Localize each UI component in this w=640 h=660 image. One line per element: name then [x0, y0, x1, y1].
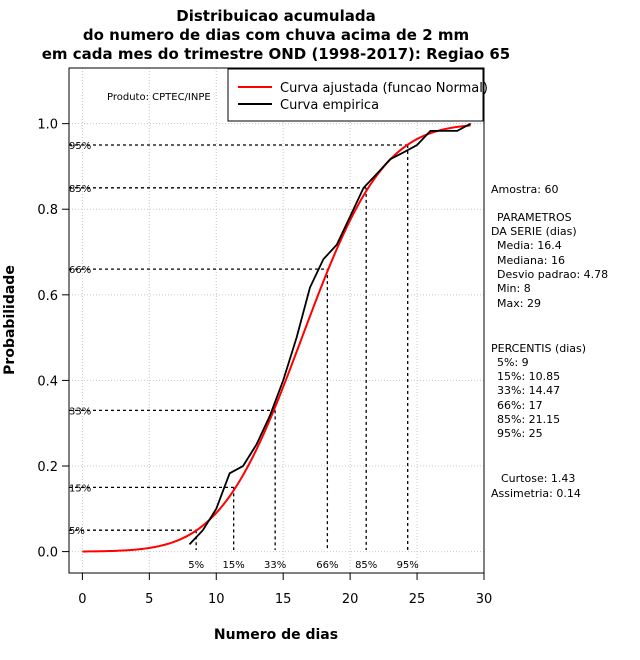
empirical-curve [188, 122, 472, 545]
x-tick-label: 0 [78, 592, 86, 607]
stat-desvio: Desvio padrao: 4.78 [497, 268, 608, 281]
stat-p66: 66%: 17 [497, 399, 543, 412]
stat-amostra: Amostra: 60 [491, 183, 558, 196]
plot-frame [68, 67, 485, 574]
curves [82, 122, 472, 553]
percentile-bottom-label: 15% [223, 560, 245, 571]
x-tick-label: 20 [342, 592, 359, 607]
grid-lines [69, 68, 485, 573]
legend-label-empirical: Curva empirica [280, 98, 379, 113]
x-tick-label: 25 [409, 592, 426, 607]
percentile-left-label: 85% [69, 184, 91, 195]
chart-title-line-3: em cada mes do trimestre OND (1998-2017)… [42, 45, 511, 63]
legend: Curva ajustada (funcao Normal) Curva emp… [227, 68, 488, 122]
percentile-left-label: 33% [69, 406, 91, 417]
x-axis-label: Numero de dias [214, 627, 338, 643]
x-tick-label: 5 [145, 592, 153, 607]
percentile-bottom-label: 85% [355, 560, 377, 571]
stat-p33: 33%: 14.47 [497, 384, 560, 397]
product-label: Produto: CPTEC/INPE [107, 92, 211, 103]
y-tick-label: 1.0 [37, 118, 58, 133]
legend-label-fitted: Curva ajustada (funcao Normal) [280, 81, 488, 96]
percentile-bottom-label: 66% [316, 560, 338, 571]
y-tick-label: 0.0 [37, 546, 58, 561]
percentile-left-label: 15% [69, 483, 91, 494]
percentile-left-label: 95% [69, 141, 91, 152]
stat-param-title-2: DA SERIE (dias) [491, 225, 577, 238]
stat-assimetria: Assimetria: 0.14 [491, 487, 581, 500]
stat-p95: 95%: 25 [497, 427, 543, 440]
chart-title-line-2: do numero de dias com chuva acima de 2 m… [83, 26, 469, 44]
x-tick-label: 15 [275, 592, 292, 607]
stat-p85: 85%: 21.15 [497, 413, 560, 426]
y-axis-label: Probabilidade [2, 265, 18, 375]
stat-param-title-1: PARAMETROS [497, 211, 572, 224]
x-tick-label: 30 [476, 592, 493, 607]
percentile-bottom-label: 33% [264, 560, 286, 571]
percentile-bottom-label: 95% [397, 560, 419, 571]
percentile-guide-lines: 5% 5% 15% 15% 33% 33% 66% 66% 85% 85% 95% 95% [69, 141, 419, 571]
fitted-normal-curve [82, 124, 471, 553]
stat-media: Media: 16.4 [497, 239, 562, 252]
x-axis: 0 5 10 15 20 25 30 [78, 573, 492, 607]
stat-p5: 5%: 9 [497, 356, 529, 369]
stat-mediana: Mediana: 16 [497, 254, 565, 267]
percentile-left-label: 66% [69, 265, 91, 276]
stats-panel: Amostra: 60 PARAMETROS DA SERIE (dias) M… [491, 183, 608, 500]
y-tick-label: 0.2 [37, 460, 58, 475]
stat-min: Min: 8 [497, 282, 531, 295]
y-axis: 0.0 0.2 0.4 0.6 0.8 1.0 [37, 118, 69, 561]
percentile-left-label: 5% [69, 526, 85, 537]
x-tick-label: 10 [208, 592, 225, 607]
stat-p15: 15%: 10.85 [497, 370, 560, 383]
stat-max: Max: 29 [497, 297, 541, 310]
percentile-bottom-label: 5% [188, 560, 204, 571]
y-tick-label: 0.4 [37, 374, 58, 389]
y-tick-label: 0.8 [37, 203, 58, 218]
y-tick-label: 0.6 [37, 289, 58, 304]
legend-box [227, 68, 484, 122]
chart-title-line-1: Distribuicao acumulada [176, 7, 375, 25]
stat-perc-title: PERCENTIS (dias) [491, 342, 586, 355]
stat-curtose: Curtose: 1.43 [501, 472, 575, 485]
